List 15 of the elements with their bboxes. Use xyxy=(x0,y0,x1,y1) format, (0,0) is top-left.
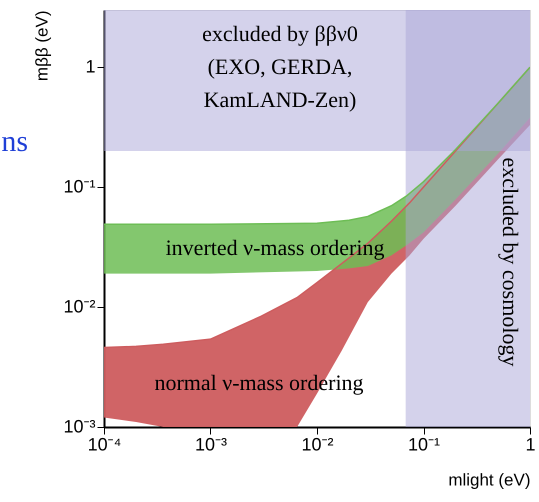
band-label: excluded by cosmology xyxy=(498,158,523,366)
text: ns xyxy=(1,125,28,158)
x-tick-label: 10⁻³ xyxy=(194,434,228,454)
y-tick-label: 10⁻³ xyxy=(63,416,96,436)
x-tick-label: 10⁻⁴ xyxy=(88,434,122,454)
y-axis-title: mββ (eV) xyxy=(32,10,52,82)
x-axis-title: mlight (eV) xyxy=(448,470,530,490)
x-tick-label: 10⁻² xyxy=(301,434,334,454)
x-tick-label: 10⁻¹ xyxy=(408,434,440,454)
series-label: inverted ν-mass ordering xyxy=(166,235,384,260)
y-tick-label: 1 xyxy=(85,56,96,77)
x-tick-label: 1 xyxy=(525,434,536,454)
y-tick-label: 10⁻² xyxy=(63,296,96,317)
y-tick-label: 10⁻¹ xyxy=(63,176,96,197)
band-label: excluded by ββν0 (EXO, GERDA, KamLAND-Zen) xyxy=(202,21,358,112)
